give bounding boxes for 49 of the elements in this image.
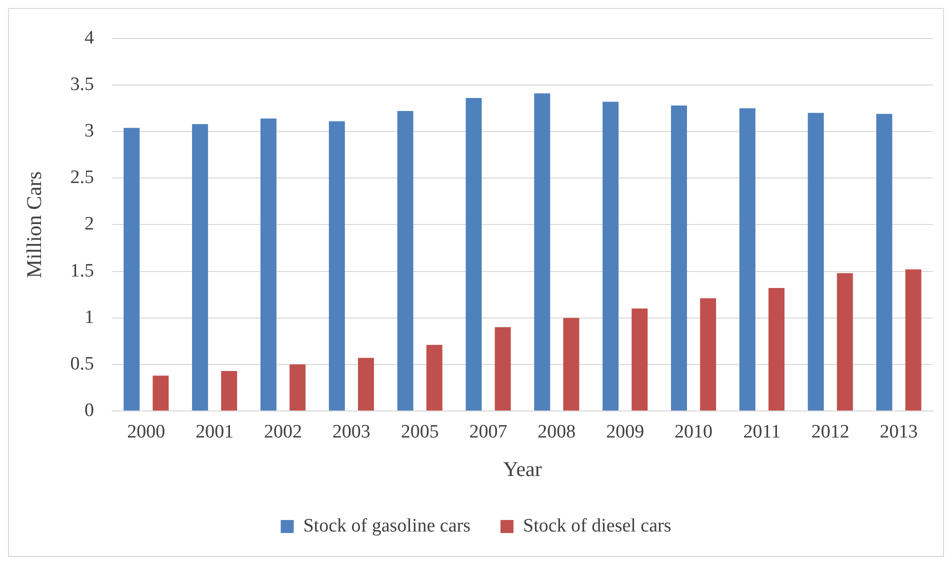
bar — [426, 344, 442, 410]
x-tick-label: 2003 — [332, 421, 370, 442]
bar — [192, 124, 208, 410]
bar — [836, 273, 853, 410]
y-tick-label: 2.5 — [70, 167, 94, 188]
bar — [328, 121, 345, 410]
x-tick-label: 2002 — [264, 421, 302, 442]
bar — [632, 308, 648, 410]
bar — [260, 118, 276, 410]
bar — [602, 102, 619, 410]
y-axis-title: Million Cars — [22, 171, 46, 278]
bar — [670, 105, 687, 410]
x-tick-label: 2010 — [674, 421, 713, 442]
x-tick-label: 2007 — [469, 421, 508, 442]
legend-label: Stock of diesel cars — [523, 515, 672, 536]
bar — [808, 112, 824, 410]
bar — [290, 364, 306, 410]
x-tick-label: 2008 — [538, 421, 576, 442]
bar — [563, 318, 580, 410]
x-tick-label: 2011 — [743, 421, 781, 442]
bar — [494, 327, 511, 410]
bar — [152, 376, 169, 410]
bar — [739, 108, 756, 410]
x-tick-label: 2000 — [127, 421, 166, 442]
bar — [358, 358, 374, 410]
y-tick-label: 2 — [84, 214, 94, 235]
x-tick-label: 2001 — [196, 421, 234, 442]
x-tick-label: 2013 — [880, 421, 918, 442]
bar — [397, 111, 414, 410]
legend-label: Stock of gasoline cars — [303, 515, 471, 536]
y-tick-label: 1.5 — [70, 260, 94, 282]
y-tick-label: 3.5 — [70, 74, 94, 95]
x-axis-title: Year — [503, 456, 542, 481]
x-tick-label: 2009 — [606, 421, 644, 442]
bar — [534, 93, 550, 410]
bar — [768, 288, 784, 410]
bar — [221, 370, 238, 410]
x-tick-label: 2005 — [400, 421, 439, 442]
bar — [905, 269, 922, 410]
bar — [466, 98, 482, 410]
y-tick-label: 0.5 — [70, 353, 94, 374]
bar — [700, 298, 716, 410]
y-tick-label: 0 — [84, 400, 94, 421]
y-tick-label: 1 — [84, 306, 94, 328]
bar — [124, 128, 140, 410]
y-tick-label: 3 — [84, 120, 94, 142]
y-tick-label: 4 — [84, 27, 94, 48]
x-tick-label: 2012 — [811, 421, 850, 442]
bar — [876, 114, 892, 410]
